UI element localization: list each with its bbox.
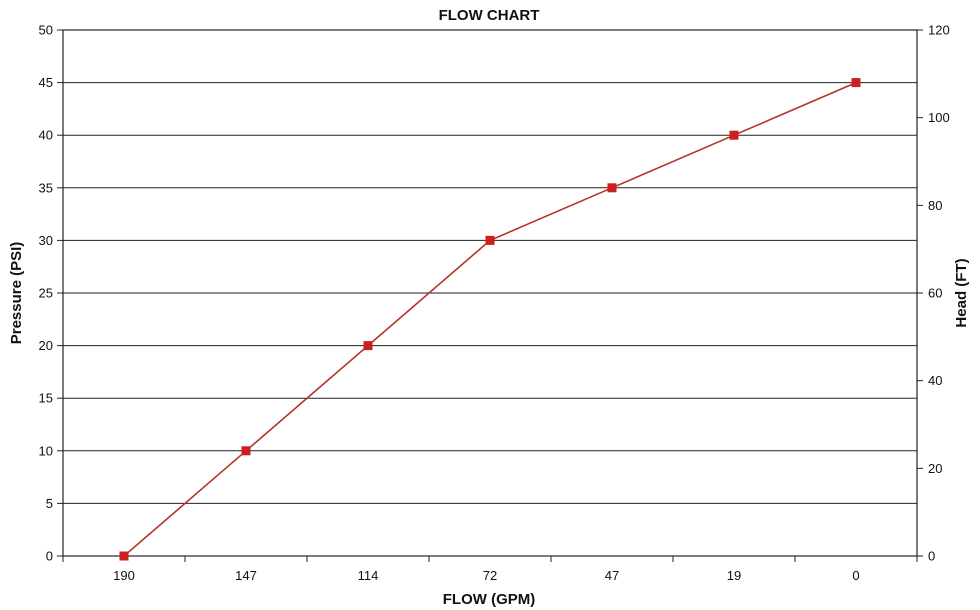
left-tick-label-6: 30 xyxy=(39,233,53,248)
series-pressure xyxy=(119,78,861,561)
right-tick-label-1: 20 xyxy=(928,461,942,476)
left-tick-label-8: 40 xyxy=(39,128,53,143)
right-tick-label-3: 60 xyxy=(928,286,942,301)
data-point-2 xyxy=(363,341,373,351)
right-tick-label-5: 100 xyxy=(928,110,950,125)
right-axis-title: Head (FT) xyxy=(953,258,970,327)
left-tick-label-0: 0 xyxy=(46,549,53,564)
x-axis-title: FLOW (GPM) xyxy=(443,591,535,608)
series-line-0 xyxy=(123,81,857,557)
gridlines xyxy=(63,29,917,557)
left-axis-ticks: 0 5 10 15 20 25 30 35 40 45 50 xyxy=(39,23,63,564)
x-tick-label-4: 47 xyxy=(605,568,619,583)
right-tick-label-2: 40 xyxy=(928,373,942,388)
right-axis-ticks: 0 20 40 60 80 100 120 xyxy=(917,23,950,564)
data-point-0 xyxy=(119,551,129,561)
right-tick-label-6: 120 xyxy=(928,23,950,38)
x-tick-label-3: 72 xyxy=(483,568,497,583)
x-tick-label-5: 19 xyxy=(727,568,741,583)
left-tick-label-5: 25 xyxy=(39,286,53,301)
x-axis-ticks: 190 147 114 72 47 19 0 xyxy=(62,556,918,583)
x-tick-label-2: 114 xyxy=(358,568,379,583)
left-tick-label-3: 15 xyxy=(39,391,53,406)
left-tick-label-9: 45 xyxy=(39,75,53,90)
data-point-3 xyxy=(485,235,495,245)
data-point-5 xyxy=(729,130,739,140)
left-tick-label-1: 5 xyxy=(46,496,53,511)
left-tick-label-10: 50 xyxy=(39,23,53,38)
data-point-1 xyxy=(241,446,251,456)
data-point-6 xyxy=(851,78,861,88)
x-tick-label-0: 190 xyxy=(113,568,135,583)
left-axis-title: Pressure (PSI) xyxy=(8,242,25,345)
right-tick-label-0: 0 xyxy=(928,549,935,564)
left-tick-label-7: 35 xyxy=(39,180,53,195)
x-tick-label-1: 147 xyxy=(235,568,257,583)
x-tick-label-6: 0 xyxy=(852,568,859,583)
left-tick-label-4: 20 xyxy=(39,338,53,353)
chart-title: FLOW CHART xyxy=(439,7,540,24)
right-tick-label-4: 80 xyxy=(928,198,942,213)
left-tick-label-2: 10 xyxy=(39,443,53,458)
data-point-4 xyxy=(607,183,617,193)
